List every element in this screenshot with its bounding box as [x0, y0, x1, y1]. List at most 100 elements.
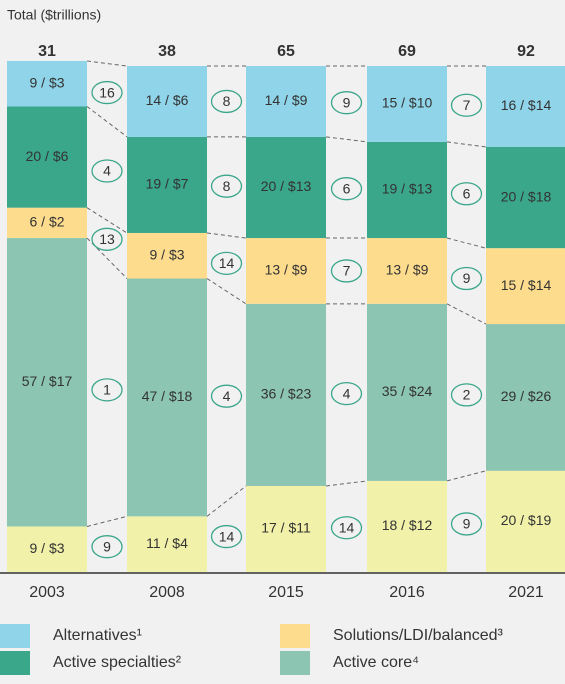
growth-label: 8 — [223, 178, 231, 194]
bar-segment — [246, 485, 326, 572]
segment-label: 17 / $11 — [261, 520, 311, 536]
segment-label: 36 / $23 — [261, 386, 312, 402]
growth-badge — [91, 378, 123, 402]
bar-segment — [127, 278, 207, 517]
growth-label: 7 — [463, 97, 471, 113]
bar-segment — [7, 60, 87, 107]
total-label: 31 — [38, 43, 56, 60]
growth-label: 9 — [103, 538, 111, 554]
growth-label: 8 — [223, 93, 231, 109]
growth-label: 14 — [219, 528, 235, 544]
growth-label: 14 — [339, 519, 355, 535]
bar-segment — [486, 146, 565, 249]
segment-label: 14 / $6 — [146, 92, 189, 108]
bar-segment — [127, 66, 207, 137]
connector — [86, 515, 128, 527]
segment-label: 9 / $3 — [29, 74, 64, 90]
segment-label: 20 / $6 — [26, 148, 69, 164]
segment-label: 14 / $9 — [265, 92, 308, 108]
segment-label: 9 / $3 — [29, 540, 64, 556]
legend-label: Alternatives¹ — [53, 627, 142, 644]
legend-swatch — [280, 624, 310, 648]
segment-label: 20 / $13 — [261, 178, 312, 194]
growth-badge — [210, 384, 243, 408]
legend-label: Solutions/LDI/balanced³ — [333, 627, 504, 644]
bar-segment — [7, 238, 87, 527]
segment-label: 19 / $7 — [146, 176, 189, 192]
bar-segment — [367, 238, 447, 304]
segment-label: 15 / $10 — [382, 95, 433, 111]
segment-label: 6 / $2 — [29, 214, 64, 230]
growth-badge — [91, 159, 123, 183]
growth-badge — [330, 91, 363, 115]
growth-label: 9 — [463, 516, 471, 532]
bar-segment — [486, 66, 565, 147]
growth-label: 6 — [343, 180, 351, 196]
growth-label: 7 — [343, 263, 351, 279]
segment-label: 47 / $18 — [142, 388, 193, 404]
growth-badge — [450, 266, 483, 291]
bar-segment — [486, 324, 565, 471]
growth-badge — [91, 535, 123, 559]
growth-badge — [210, 251, 243, 275]
total-label: 38 — [158, 43, 176, 60]
growth-badge — [330, 177, 363, 201]
legend-swatch — [0, 624, 30, 648]
connector — [86, 106, 128, 138]
connector — [446, 470, 487, 482]
x-tick-label: 2008 — [149, 584, 185, 601]
x-tick-label: 2016 — [389, 584, 425, 601]
growth-label: 2 — [463, 387, 471, 403]
connector — [446, 141, 487, 148]
legend-swatch — [0, 651, 30, 675]
bar-segment — [486, 470, 565, 572]
bar-segment — [367, 66, 447, 142]
segment-label: 16 / $14 — [501, 97, 552, 113]
growth-badge — [450, 93, 483, 117]
x-tick-label: 2021 — [508, 584, 544, 601]
connector — [206, 232, 247, 239]
bar-segment — [367, 303, 447, 481]
growth-badge — [450, 512, 483, 536]
growth-label: 9 — [463, 270, 471, 286]
segment-label: 13 / $9 — [386, 262, 429, 278]
bar-segment — [246, 66, 326, 137]
growth-badge — [330, 259, 363, 283]
subtitle: Total ($trillions) — [7, 7, 101, 23]
bar-segment — [246, 136, 326, 239]
bar-segment — [246, 303, 326, 486]
growth-badge — [210, 524, 243, 549]
growth-label: 4 — [223, 388, 231, 404]
legend-label: Active specialties² — [53, 654, 182, 671]
growth-badge — [330, 516, 363, 540]
connector — [86, 207, 128, 234]
segment-label: 35 / $24 — [382, 383, 433, 399]
segment-label: 15 / $14 — [501, 277, 552, 293]
bar-segment — [486, 248, 565, 325]
growth-badge — [91, 227, 123, 251]
growth-label: 6 — [463, 185, 471, 201]
growth-label: 9 — [343, 94, 351, 110]
legend-swatch — [280, 651, 310, 675]
growth-badge — [450, 182, 483, 206]
segment-label: 29 / $26 — [501, 388, 552, 404]
growth-badge — [330, 381, 363, 406]
segment-label: 11 / $4 — [146, 535, 188, 551]
bar-segment — [127, 136, 207, 233]
x-tick-label: 2015 — [268, 584, 304, 601]
growth-badge — [210, 174, 243, 198]
growth-label: 13 — [99, 231, 115, 247]
segment-label: 19 / $13 — [382, 181, 433, 197]
growth-label: 4 — [103, 163, 111, 179]
bar-segment — [7, 106, 87, 208]
segment-label: 20 / $18 — [501, 188, 552, 204]
growth-badge — [450, 383, 483, 407]
growth-badge — [91, 80, 123, 105]
total-label: 69 — [398, 43, 416, 60]
total-label: 92 — [517, 43, 535, 60]
bar-segment — [127, 516, 207, 572]
growth-badge — [210, 89, 243, 114]
connector — [86, 60, 128, 67]
growth-label: 4 — [343, 385, 351, 401]
